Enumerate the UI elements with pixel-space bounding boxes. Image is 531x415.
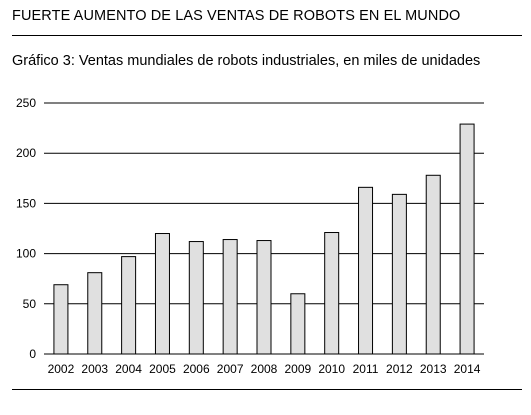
y-tick-label: 50 <box>23 297 37 311</box>
x-axis-ticks: 2002 2003 2004 2005 2006 2007 2008 2009 2010 2011… <box>48 362 481 376</box>
bar-2002 <box>53 284 69 355</box>
page-header-title: FUERTE AUMENTO DE LAS VENTAS DE ROBOTS E… <box>12 8 461 24</box>
y-tick-label: 100 <box>16 247 36 261</box>
bar-2004 <box>121 256 137 355</box>
x-tick-label: 2010 <box>318 362 345 376</box>
bar-2003 <box>87 272 103 355</box>
y-tick-label: 250 <box>16 96 36 110</box>
x-tick-label: 2013 <box>420 362 447 376</box>
x-tick-label: 2006 <box>183 362 210 376</box>
bar-2011 <box>358 186 374 355</box>
x-tick-label: 2003 <box>81 362 108 376</box>
bar-2014 <box>459 123 475 355</box>
bar-2013 <box>425 174 441 355</box>
bar-2010 <box>324 232 340 355</box>
x-tick-label: 2002 <box>48 362 75 376</box>
x-tick-label: 2009 <box>284 362 311 376</box>
x-tick-label: 2005 <box>149 362 176 376</box>
x-tick-label: 2007 <box>217 362 244 376</box>
x-tick-label: 2004 <box>115 362 142 376</box>
bar-2005 <box>154 233 170 355</box>
bars <box>53 123 475 355</box>
footer-rule <box>12 389 522 390</box>
y-tick-label: 200 <box>16 146 36 160</box>
x-tick-label: 2012 <box>386 362 413 376</box>
x-tick-label: 2011 <box>353 362 379 376</box>
chart-title: Gráfico 3: Ventas mundiales de robots in… <box>12 53 481 69</box>
bar-2012 <box>391 193 407 355</box>
bar-2006 <box>188 241 204 355</box>
x-tick-label: 2014 <box>454 362 481 376</box>
bar-2009 <box>290 293 306 355</box>
x-tick-label: 2008 <box>251 362 278 376</box>
bar-2008 <box>256 240 272 355</box>
y-axis-ticks: 0 50 100 150 200 250 <box>16 96 36 361</box>
header-rule <box>12 35 522 36</box>
y-tick-label: 0 <box>29 347 36 361</box>
bar-2007 <box>222 239 238 355</box>
y-tick-label: 150 <box>16 196 36 210</box>
